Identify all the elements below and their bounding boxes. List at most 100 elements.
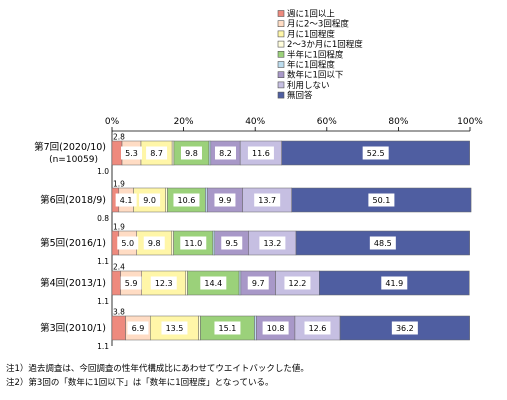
data-label-box [150, 276, 177, 290]
legend-label: 無回答 [287, 90, 313, 101]
category-label: 第4回(2013/1) [40, 277, 106, 289]
legend-label: 2〜3か月に1回程度 [287, 39, 363, 50]
no-answer-label: 1.1 [97, 342, 109, 351]
legend-swatch [277, 91, 285, 99]
data-label-box [117, 236, 139, 250]
data-label-box [200, 276, 227, 290]
category-sublabel: (n=10059) [49, 155, 98, 165]
data-label-box [173, 193, 200, 207]
bar-segment [212, 230, 215, 256]
data-label: 10.6 [178, 196, 196, 205]
x-tick-label: 100% [457, 117, 483, 127]
legend-swatch [277, 61, 285, 68]
data-label-box [284, 276, 311, 290]
no-answer-label: 0.8 [97, 214, 109, 223]
data-label: 1.9 [113, 223, 125, 232]
category-label: 第6回(2018/9) [40, 194, 106, 206]
data-label-box [120, 276, 142, 290]
x-tick-label: 60% [317, 117, 337, 127]
data-label: 12.2 [289, 279, 307, 288]
bar-segment [111, 140, 123, 166]
stacked-bar-chart: 週に1回以上月に2〜3回程度月に1回程度2〜3か月に1回程度半年に1回程度年に1… [34, 10, 483, 352]
x-tick-label: 80% [388, 117, 408, 127]
data-label: 11.0 [184, 239, 202, 248]
legend-swatch [277, 81, 285, 89]
data-label-box [247, 276, 269, 290]
data-label: 15.1 [219, 324, 237, 333]
legend-label: 週に1回以上 [287, 10, 335, 20]
data-label: 13.2 [263, 239, 281, 248]
data-label: 10.8 [267, 324, 285, 333]
bar-segment [171, 230, 174, 256]
data-label-box [304, 321, 331, 335]
note-2: 注2）第3回の「数年に1回以下」は「数年に1回程度」となっている。 [6, 378, 274, 388]
data-label: 12.6 [309, 324, 327, 333]
legend-swatch [277, 30, 285, 38]
data-label: 8.2 [219, 149, 232, 158]
category-label: 第3回(2010/1) [40, 322, 106, 334]
data-label: 13.7 [258, 196, 276, 205]
bar-segment [205, 187, 208, 213]
data-label: 9.8 [148, 239, 161, 248]
data-label-box [221, 236, 243, 250]
bar-segment [165, 187, 168, 213]
data-label-box [214, 193, 236, 207]
no-answer-label: 1.1 [97, 297, 109, 306]
data-label: 9.0 [143, 196, 156, 205]
data-label: 41.9 [385, 279, 403, 288]
no-answer-label: 1.0 [97, 167, 109, 176]
bar-segment [198, 315, 201, 341]
legend-swatch [277, 20, 285, 28]
data-label-box [180, 236, 207, 250]
data-label: 14.4 [204, 279, 222, 288]
data-label: 3.8 [113, 308, 125, 317]
data-label-box [115, 193, 137, 207]
bar-segment [111, 315, 126, 341]
x-tick-label: 40% [245, 117, 265, 127]
data-label: 6.9 [132, 324, 145, 333]
no-answer-label: 1.1 [97, 257, 109, 266]
data-label-box [381, 276, 408, 290]
data-label: 9.8 [185, 149, 198, 158]
legend-swatch [277, 71, 285, 78]
legend-label: 半年に1回程度 [287, 49, 344, 60]
data-label: 5.9 [125, 279, 138, 288]
data-label: 1.9 [113, 180, 125, 189]
bar-segment [185, 270, 188, 296]
data-label-box [121, 146, 143, 160]
chart-notes: 注1）過去調査は、今回調査の性年代構成比にあわせてウエイトバックした値。 注2）… [6, 362, 309, 390]
data-label-box [127, 321, 149, 335]
data-label: 9.9 [219, 196, 232, 205]
data-label-box [254, 193, 281, 207]
data-label-box [262, 321, 289, 335]
data-label: 4.1 [120, 196, 133, 205]
legend-label: 利用しない [287, 80, 330, 91]
bar-segment [171, 140, 175, 166]
x-tick-label: 0% [105, 117, 120, 127]
data-label: 2.8 [113, 133, 125, 142]
data-label-box [139, 193, 161, 207]
bar-segment [254, 315, 257, 341]
data-label: 12.3 [155, 279, 173, 288]
data-label: 5.0 [121, 239, 134, 248]
category-label: 第5回(2016/1) [40, 237, 106, 249]
data-label-box [214, 321, 241, 335]
bar-segment [238, 270, 242, 296]
data-label: 9.5 [225, 239, 238, 248]
data-label-box [369, 236, 396, 250]
data-label-box [362, 146, 389, 160]
data-label: 5.3 [125, 149, 138, 158]
legend-label: 年に1回程度 [287, 60, 335, 71]
data-label-box [259, 236, 286, 250]
legend-swatch [277, 40, 285, 48]
data-label-box [368, 193, 395, 207]
bar-segment [208, 140, 212, 166]
data-label-box [143, 236, 165, 250]
legend-swatch [277, 50, 285, 58]
data-label: 9.7 [252, 279, 265, 288]
data-label: 8.7 [150, 149, 163, 158]
data-label-box [161, 321, 188, 335]
data-label-box [391, 321, 418, 335]
legend-label: 月に2〜3回程度 [287, 19, 349, 30]
legend-swatch [277, 10, 285, 17]
